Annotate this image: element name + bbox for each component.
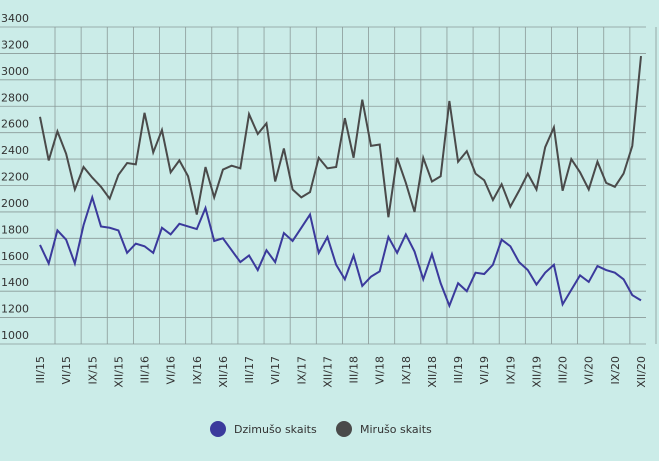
x-tick-label: XII/17 <box>321 356 334 388</box>
x-tick-label: IX/15 <box>86 356 99 384</box>
x-tick-label: IX/20 <box>609 356 622 384</box>
y-tick-label: 3000 <box>1 65 29 78</box>
y-tick-label: 3200 <box>1 38 29 51</box>
series-line <box>39 55 642 218</box>
x-tick-label: VI/17 <box>269 356 282 384</box>
y-tick-label: 2400 <box>1 144 29 157</box>
legend-label: Mirušo skaits <box>360 423 432 436</box>
x-tick-label: XII/15 <box>112 356 125 388</box>
x-tick-label: IX/16 <box>191 356 204 384</box>
x-tick-label: IX/19 <box>504 356 517 384</box>
legend-label: Dzimušo skaits <box>234 423 317 436</box>
x-tick-label: XII/20 <box>635 356 648 388</box>
y-tick-label: 1200 <box>1 303 29 316</box>
x-tick-label: III/19 <box>452 356 465 383</box>
legend-marker <box>210 421 226 437</box>
x-tick-label: VI/15 <box>60 356 73 384</box>
x-tick-label: IX/18 <box>400 356 413 384</box>
series-line <box>39 193 642 309</box>
x-tick-label: XII/16 <box>217 356 230 388</box>
y-tick-label: 1000 <box>1 329 29 342</box>
legend-marker <box>336 421 352 437</box>
x-tick-label: III/17 <box>243 356 256 383</box>
y-tick-label: 2200 <box>1 171 29 184</box>
y-tick-label: 1600 <box>1 250 29 263</box>
y-tick-label: 2000 <box>1 197 29 210</box>
x-tick-label: VI/16 <box>165 356 178 384</box>
y-tick-label: 2600 <box>1 118 29 131</box>
x-tick-label: III/18 <box>348 356 361 383</box>
y-tick-label: 2800 <box>1 91 29 104</box>
x-tick-label: III/15 <box>34 356 47 383</box>
x-tick-label: XII/19 <box>530 356 543 388</box>
y-tick-label: 1400 <box>1 276 29 289</box>
x-tick-label: VI/20 <box>583 356 596 384</box>
x-tick-label: IX/17 <box>295 356 308 384</box>
y-tick-label: 3400 <box>1 12 29 25</box>
x-tick-label: III/16 <box>139 356 152 383</box>
x-tick-label: VI/18 <box>374 356 387 384</box>
x-tick-label: XII/18 <box>426 356 439 388</box>
y-tick-label: 1800 <box>1 223 29 236</box>
x-tick-label: III/20 <box>557 356 570 383</box>
x-tick-label: VI/19 <box>478 356 491 384</box>
